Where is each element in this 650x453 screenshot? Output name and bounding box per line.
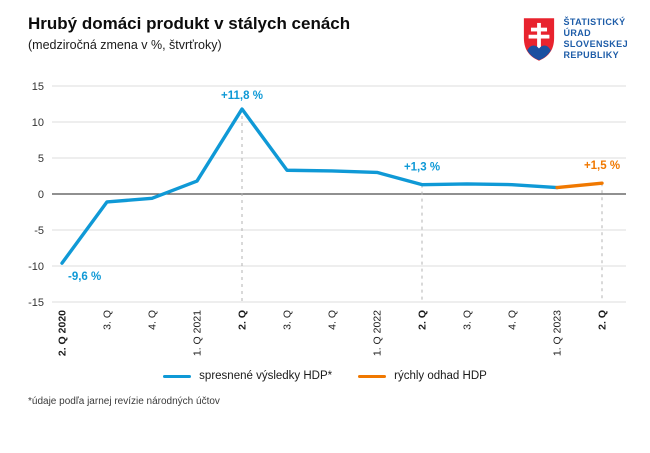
svg-text:1. Q 2021: 1. Q 2021 <box>192 310 204 356</box>
svg-text:-9,6 %: -9,6 % <box>68 271 101 283</box>
svg-text:4. Q: 4. Q <box>147 310 159 330</box>
svg-text:+1,5 %: +1,5 % <box>584 160 620 172</box>
logo-text: ŠTATISTICKÝ ÚRAD SLOVENSKEJ REPUBLIKY <box>563 16 628 61</box>
gdp-line-chart: 15 10 5 0 -5 -10 -15 -9,6 % +11,8 % +1,3 % +1,5 % 2… <box>28 81 626 356</box>
svg-text:3. Q: 3. Q <box>102 310 114 330</box>
chart-legend: spresnené výsledky HDP* rýchly odhad HDP <box>0 370 650 382</box>
statistical-office-logo: ŠTATISTICKÝ ÚRAD SLOVENSKEJ REPUBLIKY <box>522 16 628 62</box>
legend-item-flash-estimate: rýchly odhad HDP <box>358 370 487 382</box>
logo-text-line-2: ÚRAD <box>563 28 592 38</box>
legend-label-flash-estimate: rýchly odhad HDP <box>394 370 487 382</box>
svg-text:15: 15 <box>32 81 44 93</box>
page-subtitle: (medziročná zmena v %, štvrťroky) <box>28 38 222 52</box>
slovak-emblem-icon <box>524 18 555 61</box>
svg-text:4. Q: 4. Q <box>507 310 519 330</box>
title-block: Hrubý domáci produkt v stálych cenách (m… <box>28 14 350 52</box>
svg-text:-5: -5 <box>34 225 44 237</box>
legend-item-revised-gdp: spresnené výsledky HDP* <box>163 370 332 382</box>
logo-text-line-1: ŠTATISTICKÝ <box>563 17 626 27</box>
svg-text:4. Q: 4. Q <box>327 310 339 330</box>
svg-text:3. Q: 3. Q <box>282 310 294 330</box>
svg-text:2. Q: 2. Q <box>237 310 249 330</box>
page-title: Hrubý domáci produkt v stálych cenách <box>28 14 351 33</box>
orange-line-swatch <box>358 374 387 378</box>
header: Hrubý domáci produkt v stálych cenách (m… <box>0 0 650 62</box>
svg-text:+11,8 %: +11,8 % <box>221 90 263 102</box>
svg-text:3. Q: 3. Q <box>462 310 474 330</box>
svg-text:0: 0 <box>38 189 44 201</box>
svg-text:10: 10 <box>32 117 44 129</box>
svg-text:2. Q 2020: 2. Q 2020 <box>57 310 69 356</box>
svg-text:2. Q: 2. Q <box>597 310 609 330</box>
svg-text:2. Q: 2. Q <box>417 310 429 330</box>
svg-text:-15: -15 <box>28 297 44 309</box>
svg-text:5: 5 <box>38 153 44 165</box>
legend-label-revised-gdp: spresnené výsledky HDP* <box>199 370 333 382</box>
logo-text-line-3: SLOVENSKEJ <box>563 39 628 49</box>
logo-text-line-4: REPUBLIKY <box>563 50 620 60</box>
svg-text:+1,3 %: +1,3 % <box>404 162 440 174</box>
svg-text:1. Q 2023: 1. Q 2023 <box>552 310 564 356</box>
footnote: *údaje podľa jarnej revízie národných úč… <box>28 396 220 407</box>
blue-line-swatch <box>163 374 192 378</box>
svg-text:-10: -10 <box>28 261 44 273</box>
svg-text:1. Q 2022: 1. Q 2022 <box>372 310 384 356</box>
